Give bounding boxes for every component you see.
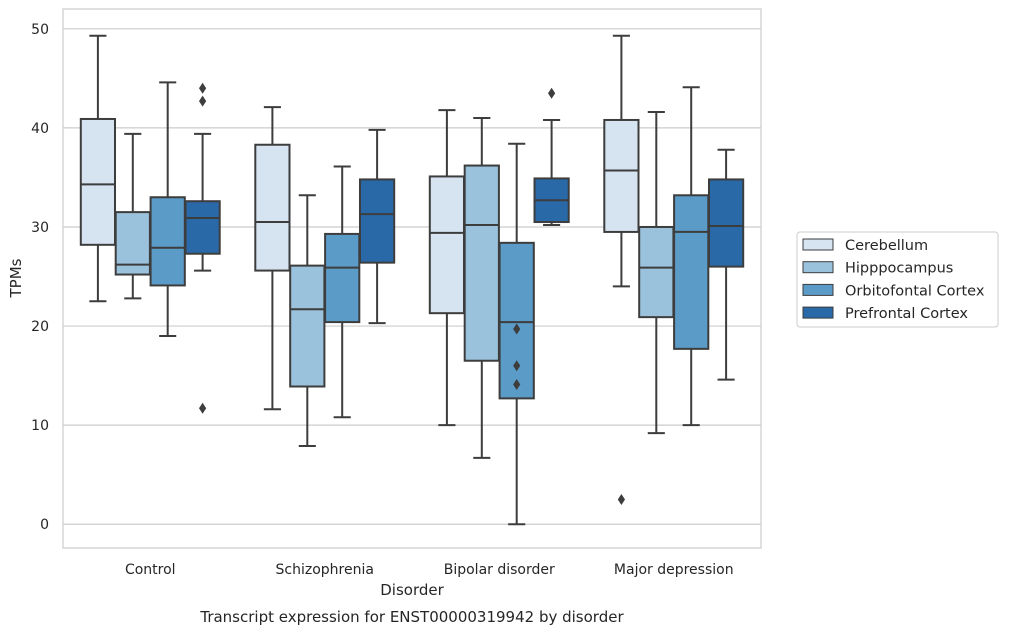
y-axis-ticks: 0 10 20 30 40 50 — [31, 22, 49, 533]
box-iqr — [289, 264, 326, 388]
box-1-1 — [289, 194, 326, 447]
figure-caption: Transcript expression for ENST0000031994… — [199, 608, 624, 626]
box-2-2 — [498, 142, 535, 526]
x-tick-label: Control — [125, 562, 176, 578]
box-iqr — [428, 175, 466, 315]
outlier-point — [617, 493, 625, 505]
box-iqr — [707, 178, 745, 268]
box-2-0 — [428, 109, 466, 427]
box-2-1 — [463, 116, 500, 459]
outlier-point — [199, 82, 207, 94]
box-3-1 — [638, 111, 675, 435]
y-axis-label: TPMs — [7, 258, 25, 298]
x-tick-label: Schizophrenia — [276, 562, 374, 578]
box-iqr — [603, 118, 640, 233]
outlier-point — [513, 323, 521, 335]
outlier-point — [199, 402, 207, 414]
legend-swatch — [802, 306, 834, 319]
box-1-3 — [358, 128, 396, 325]
legend-label: Orbitofontal Cortex — [845, 283, 985, 299]
legend-label: Hipppocampus — [845, 261, 953, 277]
box-iqr — [79, 117, 117, 246]
y-tick-label: 50 — [31, 22, 49, 38]
box-iqr — [324, 232, 361, 324]
y-tick-label: 30 — [31, 220, 49, 236]
x-tick-label: Major depression — [614, 562, 734, 578]
legend-swatch — [802, 238, 834, 251]
box-3-2 — [673, 86, 710, 427]
boxes — [79, 34, 745, 526]
box-iqr — [358, 178, 396, 264]
x-axis-ticks: Control Schizophrenia Bipolar disorder Majo… — [125, 562, 734, 578]
box-1-2 — [324, 165, 361, 419]
legend-label: Cerebellum — [845, 238, 928, 254]
box-iqr — [463, 164, 500, 362]
x-axis-label: Disorder — [380, 581, 444, 599]
outlier-point — [513, 360, 521, 372]
box-iqr — [638, 225, 675, 319]
box-0-3 — [184, 82, 221, 414]
outlier-point — [199, 95, 207, 107]
y-tick-label: 10 — [31, 418, 49, 434]
box-iqr — [184, 200, 221, 255]
x-tick-label: Bipolar disorder — [444, 562, 555, 578]
box-iqr — [149, 196, 186, 287]
box-2-3 — [533, 87, 570, 226]
legend: Cerebellum Hipppocampus Orbitofontal Corte… — [796, 231, 999, 328]
y-tick-label: 40 — [31, 121, 49, 137]
legend-swatch — [802, 283, 834, 296]
plot-area-frame — [62, 8, 762, 549]
box-iqr — [673, 194, 710, 350]
box-iqr — [254, 143, 291, 272]
box-0-2 — [149, 81, 186, 337]
box-0-0 — [79, 34, 117, 303]
legend-label: Prefrontal Cortex — [845, 306, 968, 322]
outlier-point — [513, 379, 521, 391]
y-tick-label: 0 — [40, 517, 49, 533]
y-tick-label: 20 — [31, 319, 49, 335]
legend-frame — [796, 231, 999, 328]
box-3-0 — [603, 34, 640, 505]
box-1-0 — [254, 106, 291, 411]
box-3-3 — [707, 148, 745, 381]
outlier-point — [548, 87, 556, 99]
box-iqr — [498, 241, 535, 400]
box-0-1 — [114, 132, 151, 300]
legend-swatch — [802, 261, 834, 274]
